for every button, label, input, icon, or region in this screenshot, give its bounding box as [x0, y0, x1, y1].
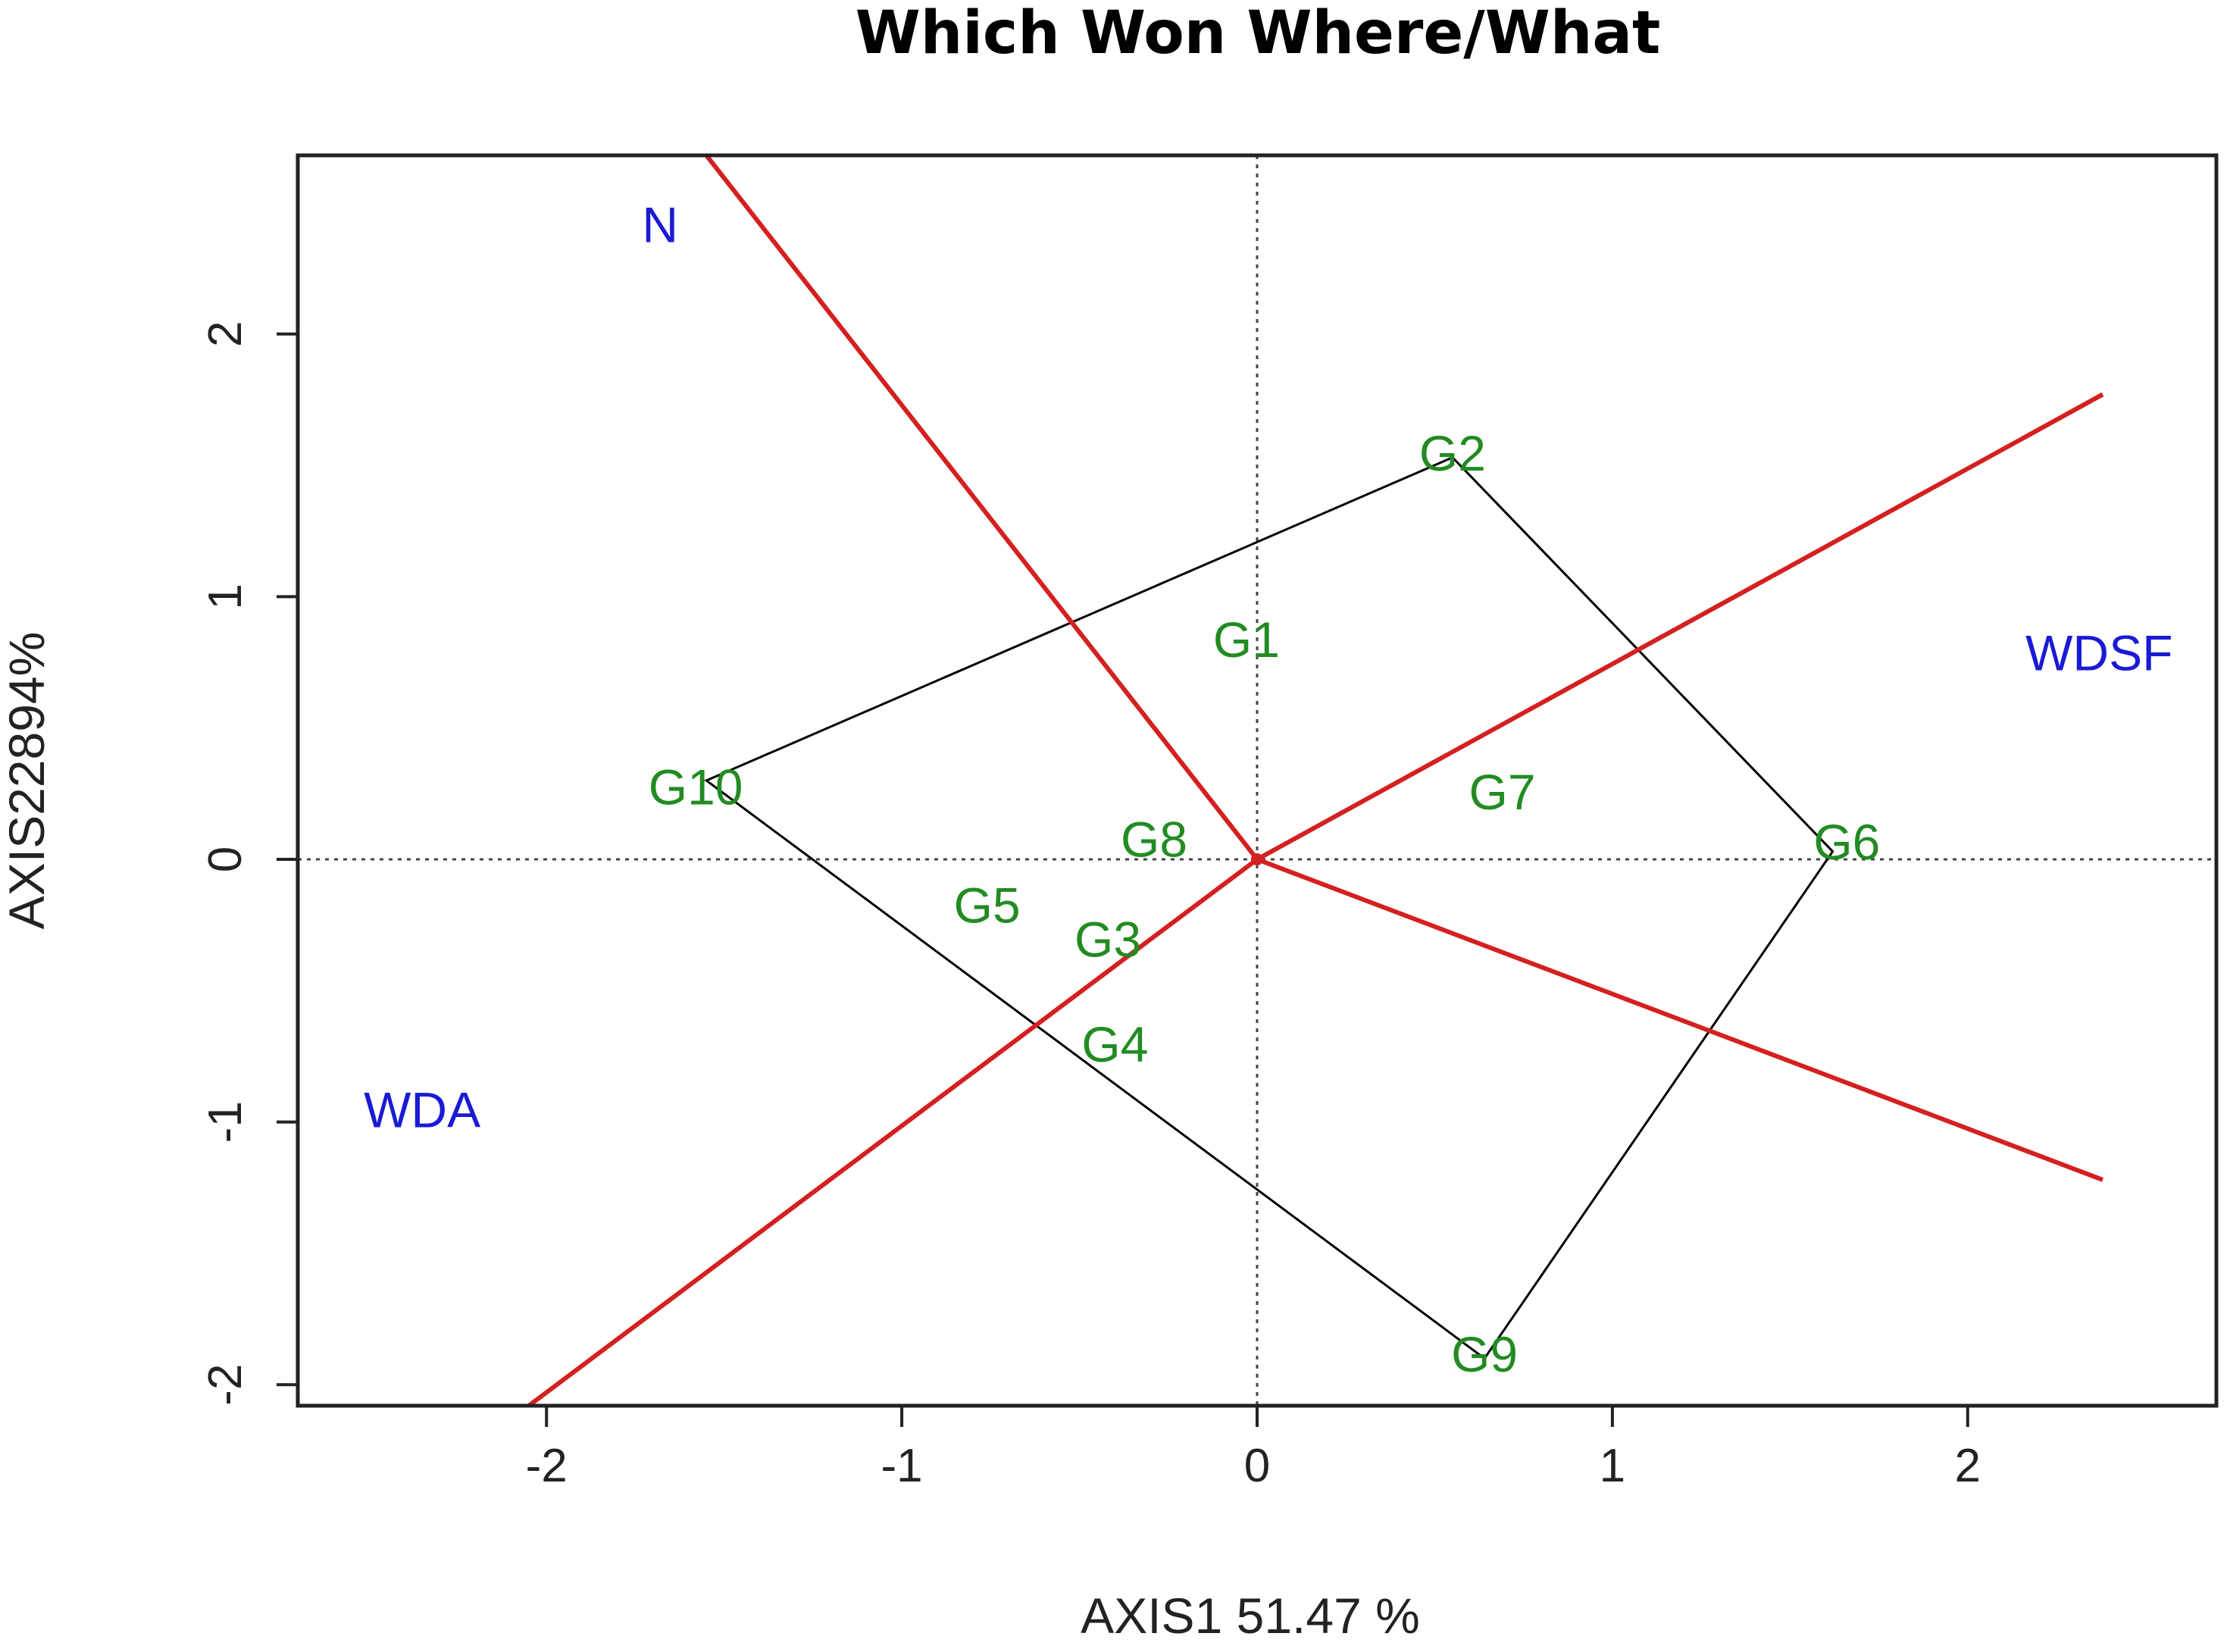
genotype-label-g7: G7: [1469, 764, 1536, 820]
genotype-label-g1: G1: [1213, 612, 1280, 668]
genotype-label-g10: G10: [649, 759, 743, 815]
sector-ray-4: [527, 857, 1259, 1408]
genotype-label-g8: G8: [1121, 812, 1187, 868]
axes: -2 -1 0 1 2 -2 -1 0 1 2: [199, 321, 1981, 1492]
x-tick-label: 0: [1244, 1440, 1270, 1492]
plot-frame: [296, 153, 2219, 1408]
genotype-label-g9: G9: [1451, 1326, 1518, 1382]
origin-point: [1251, 853, 1263, 865]
y-tick-label: 1: [199, 584, 252, 609]
x-tick-label: 2: [1955, 1440, 1981, 1492]
convex-hull-polygon: [704, 455, 1834, 1360]
genotype-label-g6: G6: [1813, 814, 1880, 870]
y-tick-label: 0: [199, 846, 252, 872]
sector-ray-1: [704, 154, 1259, 861]
environment-label-n: N: [642, 196, 678, 252]
x-axis-title: AXIS1 51.47 %: [1081, 1588, 1420, 1644]
x-tick-label: -1: [881, 1440, 923, 1492]
x-tick-label: 1: [1600, 1440, 1625, 1492]
x-tick-label: -2: [526, 1440, 568, 1492]
y-axis-title: AXIS22894%: [0, 632, 55, 930]
genotype-label-g4: G4: [1081, 1016, 1148, 1072]
environment-label-wdsf: WDSF: [2025, 625, 2172, 681]
genotype-label-g5: G5: [954, 877, 1021, 933]
genotype-label-g2: G2: [1419, 425, 1486, 481]
chart-title: Which Won Where/What: [855, 0, 1661, 67]
plot-area: G1 G2 G3 G4 G5 G6 G7 G8 G9 G10 N WDSF WDA: [298, 154, 2216, 1408]
environment-label-wda: WDA: [364, 1082, 480, 1138]
y-tick-label: 2: [199, 321, 252, 346]
sector-ray-3: [1256, 857, 2104, 1182]
sector-ray-2: [1256, 392, 2104, 862]
y-tick-label: -1: [199, 1101, 252, 1143]
genotype-label-g3: G3: [1074, 911, 1141, 967]
y-tick-label: -2: [199, 1364, 252, 1406]
